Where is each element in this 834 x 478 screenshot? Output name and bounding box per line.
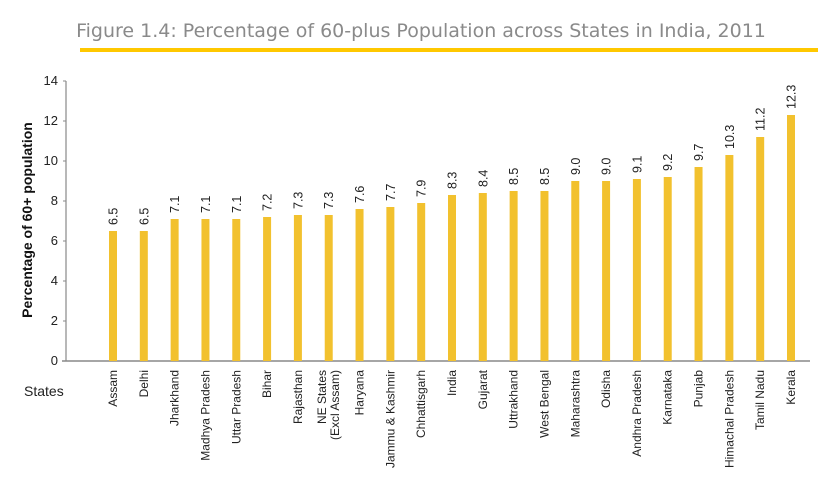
category-label: West Bengal	[537, 370, 551, 438]
category-label: India	[445, 370, 459, 396]
value-label: 8.5	[538, 168, 552, 185]
value-label: 7.1	[199, 196, 213, 213]
value-label: 8.4	[476, 170, 490, 187]
value-label: 6.5	[137, 208, 151, 225]
bar	[478, 193, 487, 361]
bar	[355, 209, 364, 361]
bar	[509, 191, 518, 361]
value-label: 7.1	[230, 196, 244, 213]
bar	[632, 179, 641, 361]
category-label: Punjab	[692, 370, 706, 408]
y-axis-label: Percentage of 60+ population	[19, 122, 35, 318]
bar	[109, 231, 117, 361]
value-label: 10.3	[723, 125, 737, 149]
bar	[324, 215, 333, 361]
y-tick-label: 10	[44, 153, 58, 168]
bar	[694, 167, 703, 361]
value-label: 7.2	[261, 194, 275, 211]
category-label: Haryana	[353, 370, 367, 416]
category-label: Madhya Pradesh	[198, 370, 212, 461]
title-rule	[80, 48, 818, 52]
bar	[386, 207, 395, 361]
value-label: 9.0	[569, 158, 583, 175]
category-label: Gujarat	[476, 369, 490, 409]
bar	[170, 219, 179, 361]
bar	[201, 219, 210, 361]
category-label: Kerala	[784, 370, 798, 405]
bar	[263, 217, 272, 361]
x-axis-label: States	[24, 383, 64, 399]
bar	[417, 203, 426, 361]
value-label: 11.2	[754, 108, 768, 131]
value-label: 7.6	[353, 186, 367, 203]
value-label: 7.7	[384, 184, 398, 201]
bar	[571, 181, 580, 361]
category-label: Tamil Nadu	[753, 370, 767, 430]
bar	[540, 191, 549, 361]
bar	[663, 177, 672, 361]
category-label: Assam	[106, 370, 120, 407]
category-label: Chhattisgarh	[414, 370, 428, 438]
value-label: 9.0	[600, 158, 614, 175]
bar	[725, 155, 734, 361]
y-tick-label: 2	[51, 313, 58, 328]
chart-title: Figure 1.4: Percentage of 60-plus Popula…	[76, 20, 766, 42]
value-label: 9.2	[661, 154, 675, 171]
value-label: 9.7	[692, 144, 706, 161]
category-label: Andhra Pradesh	[630, 370, 644, 457]
bar	[293, 215, 302, 361]
category-label: Uttar Pradesh	[229, 370, 243, 444]
value-label: 9.1	[630, 156, 644, 173]
value-label: 6.5	[107, 208, 121, 225]
bar	[602, 181, 611, 361]
category-label: Jammu & Kashmir	[383, 370, 397, 468]
y-tick-label: 14	[44, 73, 58, 88]
category-label: Delhi	[137, 370, 151, 397]
bar	[139, 231, 148, 361]
y-tick-label: 4	[51, 273, 58, 288]
y-tick-label: 6	[51, 233, 58, 248]
value-label: 7.9	[415, 180, 429, 197]
y-tick-label: 12	[44, 113, 58, 128]
value-label: 8.3	[446, 172, 460, 189]
value-label: 7.3	[291, 192, 305, 209]
value-label: 12.3	[785, 85, 799, 109]
category-label: Uttrakhand	[507, 370, 521, 429]
bar	[448, 195, 456, 361]
value-label: 7.3	[322, 192, 336, 209]
category-label: NE States	[315, 370, 329, 424]
category-label: Jharkhand	[168, 370, 182, 426]
y-tick-label: 0	[51, 353, 58, 368]
bar	[787, 115, 795, 361]
value-label: 7.1	[168, 196, 182, 213]
category-label: Himachal Pradesh	[722, 370, 736, 468]
category-label: Rajasthan	[291, 370, 305, 424]
y-tick-label: 8	[51, 193, 58, 208]
category-label: Bihar	[260, 370, 274, 398]
value-label: 8.5	[507, 168, 521, 185]
category-label: Karnataka	[661, 370, 675, 425]
category-label: Odisha	[599, 370, 613, 408]
category-label: (Excl Assam)	[328, 370, 342, 440]
category-label: Maharashtra	[568, 370, 582, 438]
bar	[756, 137, 765, 361]
bar	[232, 219, 241, 361]
